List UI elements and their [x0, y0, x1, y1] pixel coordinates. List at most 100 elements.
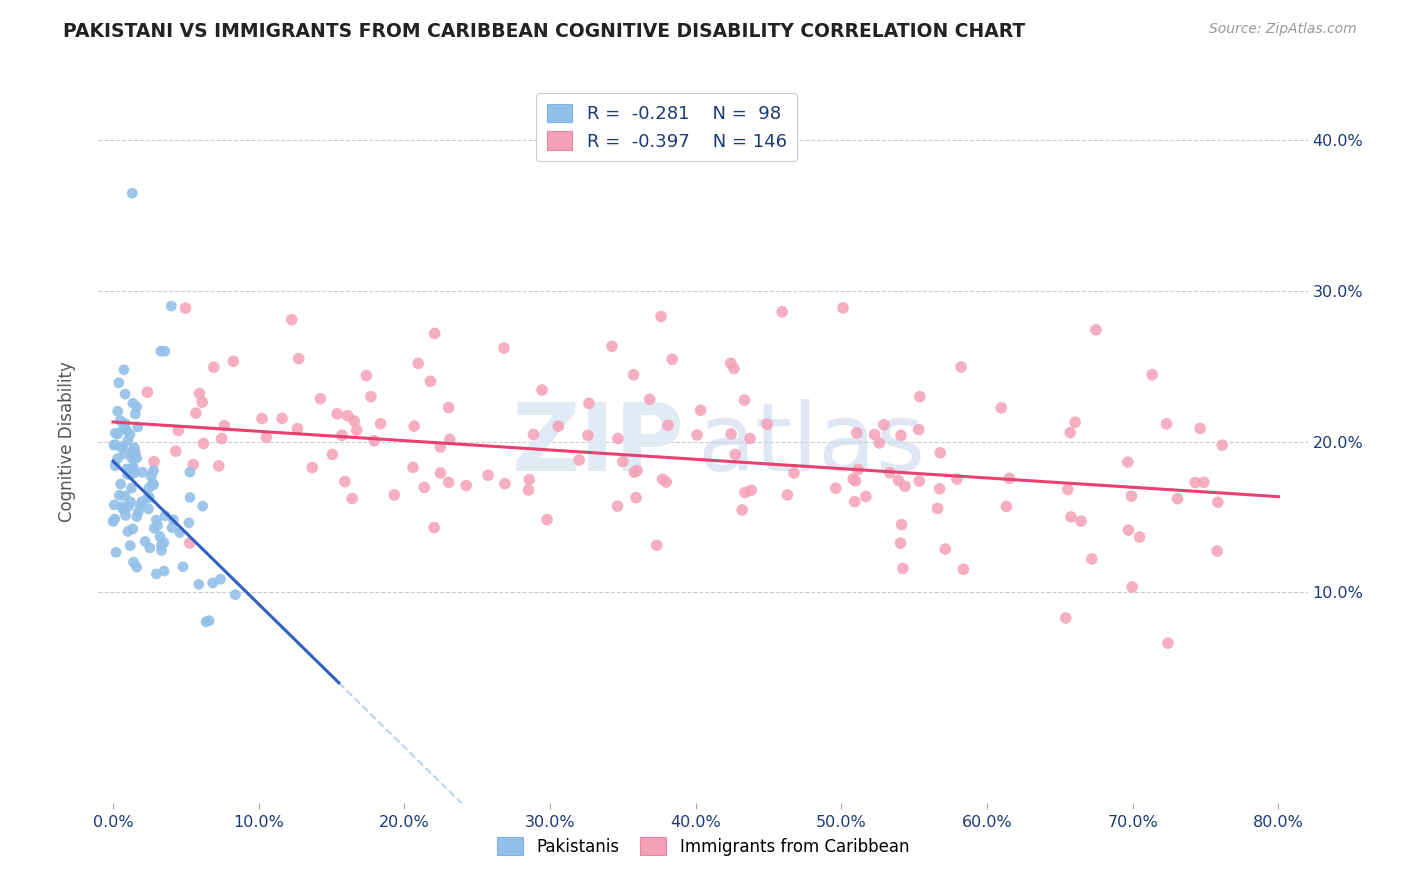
Point — [169, 525, 191, 540]
Point — [624, 491, 647, 505]
Point — [187, 577, 209, 591]
Point — [661, 352, 683, 367]
Point — [437, 401, 460, 415]
Text: Source: ZipAtlas.com: Source: ZipAtlas.com — [1209, 22, 1357, 37]
Point — [889, 536, 911, 550]
Point — [114, 508, 136, 523]
Point — [517, 483, 540, 497]
Point — [437, 475, 460, 490]
Point — [181, 458, 204, 472]
Point — [112, 421, 135, 435]
Point — [150, 543, 173, 558]
Point — [600, 339, 623, 353]
Point — [578, 396, 600, 410]
Point — [1116, 455, 1139, 469]
Point — [121, 451, 143, 466]
Point — [517, 473, 540, 487]
Point — [360, 390, 382, 404]
Point — [343, 414, 366, 428]
Point — [121, 186, 143, 201]
Point — [734, 485, 756, 500]
Point — [638, 392, 661, 407]
Point — [429, 440, 451, 454]
Point — [689, 403, 711, 417]
Point — [1184, 475, 1206, 490]
Point — [330, 428, 353, 442]
Point — [254, 430, 277, 444]
Point — [720, 356, 742, 370]
Point — [211, 432, 233, 446]
Point — [891, 561, 914, 575]
Point — [121, 481, 143, 495]
Point — [890, 428, 912, 442]
Point — [172, 559, 194, 574]
Point — [723, 361, 745, 376]
Point — [321, 447, 343, 461]
Point — [423, 326, 446, 341]
Point — [153, 564, 176, 578]
Point — [201, 576, 224, 591]
Point — [950, 359, 973, 374]
Point — [136, 491, 159, 506]
Point — [1140, 368, 1163, 382]
Point — [177, 516, 200, 530]
Point — [845, 425, 868, 440]
Point — [129, 499, 152, 513]
Point — [724, 448, 747, 462]
Point — [908, 390, 931, 404]
Point — [110, 414, 132, 428]
Point — [336, 409, 359, 423]
Point — [141, 469, 163, 483]
Point — [844, 494, 866, 508]
Point — [115, 423, 138, 437]
Point — [651, 472, 673, 486]
Point — [112, 363, 135, 377]
Point — [547, 419, 569, 434]
Point — [167, 424, 190, 438]
Point — [908, 474, 931, 488]
Point — [776, 488, 799, 502]
Point — [413, 480, 436, 494]
Point — [136, 385, 159, 400]
Point — [1084, 323, 1107, 337]
Point — [107, 376, 129, 390]
Point — [423, 520, 446, 534]
Point — [733, 393, 755, 408]
Point — [1166, 491, 1188, 506]
Point — [191, 499, 214, 513]
Point — [214, 418, 236, 433]
Point — [122, 467, 145, 481]
Point — [120, 539, 142, 553]
Point — [114, 489, 136, 503]
Point — [122, 555, 145, 569]
Point — [142, 477, 165, 491]
Point — [522, 427, 544, 442]
Point — [104, 458, 127, 473]
Point — [576, 428, 599, 442]
Point — [832, 301, 855, 315]
Point — [346, 423, 368, 437]
Point — [738, 432, 761, 446]
Point — [179, 491, 201, 505]
Point — [1054, 611, 1077, 625]
Point — [995, 500, 1018, 514]
Point — [110, 441, 132, 455]
Point — [184, 406, 207, 420]
Point — [657, 418, 679, 433]
Text: atlas: atlas — [697, 399, 925, 491]
Point — [873, 417, 896, 432]
Point — [150, 538, 173, 552]
Point — [153, 508, 176, 523]
Point — [125, 560, 148, 574]
Point — [531, 383, 554, 397]
Point — [153, 535, 176, 549]
Point — [120, 467, 142, 481]
Point — [145, 566, 167, 581]
Point — [142, 476, 165, 491]
Point — [117, 500, 139, 514]
Point — [108, 488, 131, 502]
Text: ZIP: ZIP — [512, 399, 685, 491]
Point — [907, 423, 929, 437]
Point — [101, 515, 124, 529]
Point — [863, 427, 886, 442]
